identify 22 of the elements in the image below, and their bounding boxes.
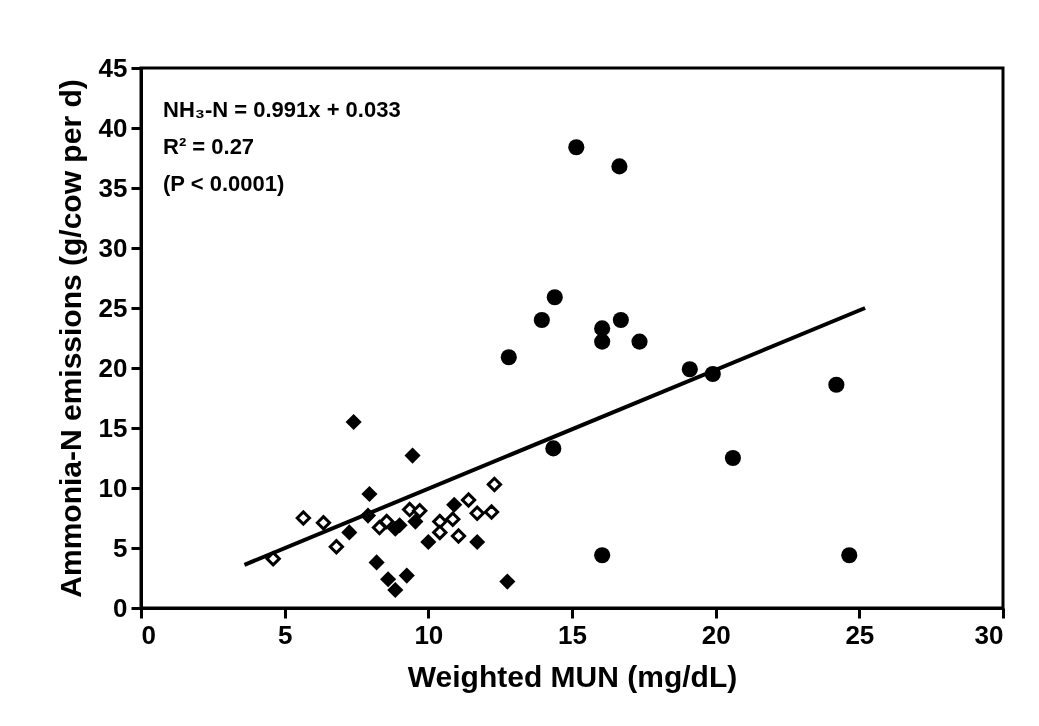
annotation: NH₃-N = 0.991x + 0.033 — [163, 97, 401, 122]
y-tick-label: 15 — [98, 412, 128, 443]
y-tick-label: 45 — [98, 52, 128, 83]
y-tick-label: 20 — [98, 352, 128, 383]
y-tick-label: 10 — [98, 472, 128, 503]
y-tick-label: 40 — [98, 112, 128, 143]
y-tick-label: 0 — [113, 592, 128, 623]
y-tick-label: 35 — [98, 172, 128, 203]
x-tick-label: 5 — [277, 619, 293, 650]
x-tick-label: 10 — [414, 619, 444, 650]
annotation: R² = 0.27 — [163, 134, 255, 159]
y-tick-label: 30 — [98, 232, 128, 263]
x-tick-label: 30 — [974, 619, 1004, 650]
y-axis-title: Ammonia-N emissions (g/cow per d) — [53, 79, 87, 598]
annotation: (P < 0.0001) — [163, 171, 285, 196]
x-tick-label: 0 — [141, 619, 156, 650]
y-tick-label: 5 — [113, 532, 128, 563]
y-tick-label: 25 — [98, 292, 128, 323]
x-tick-label: 15 — [558, 619, 587, 650]
x-tick-label: 20 — [701, 619, 731, 650]
x-tick-label: 25 — [845, 619, 875, 650]
x-axis-title: Weighted MUN (mg/dL) — [407, 659, 738, 693]
